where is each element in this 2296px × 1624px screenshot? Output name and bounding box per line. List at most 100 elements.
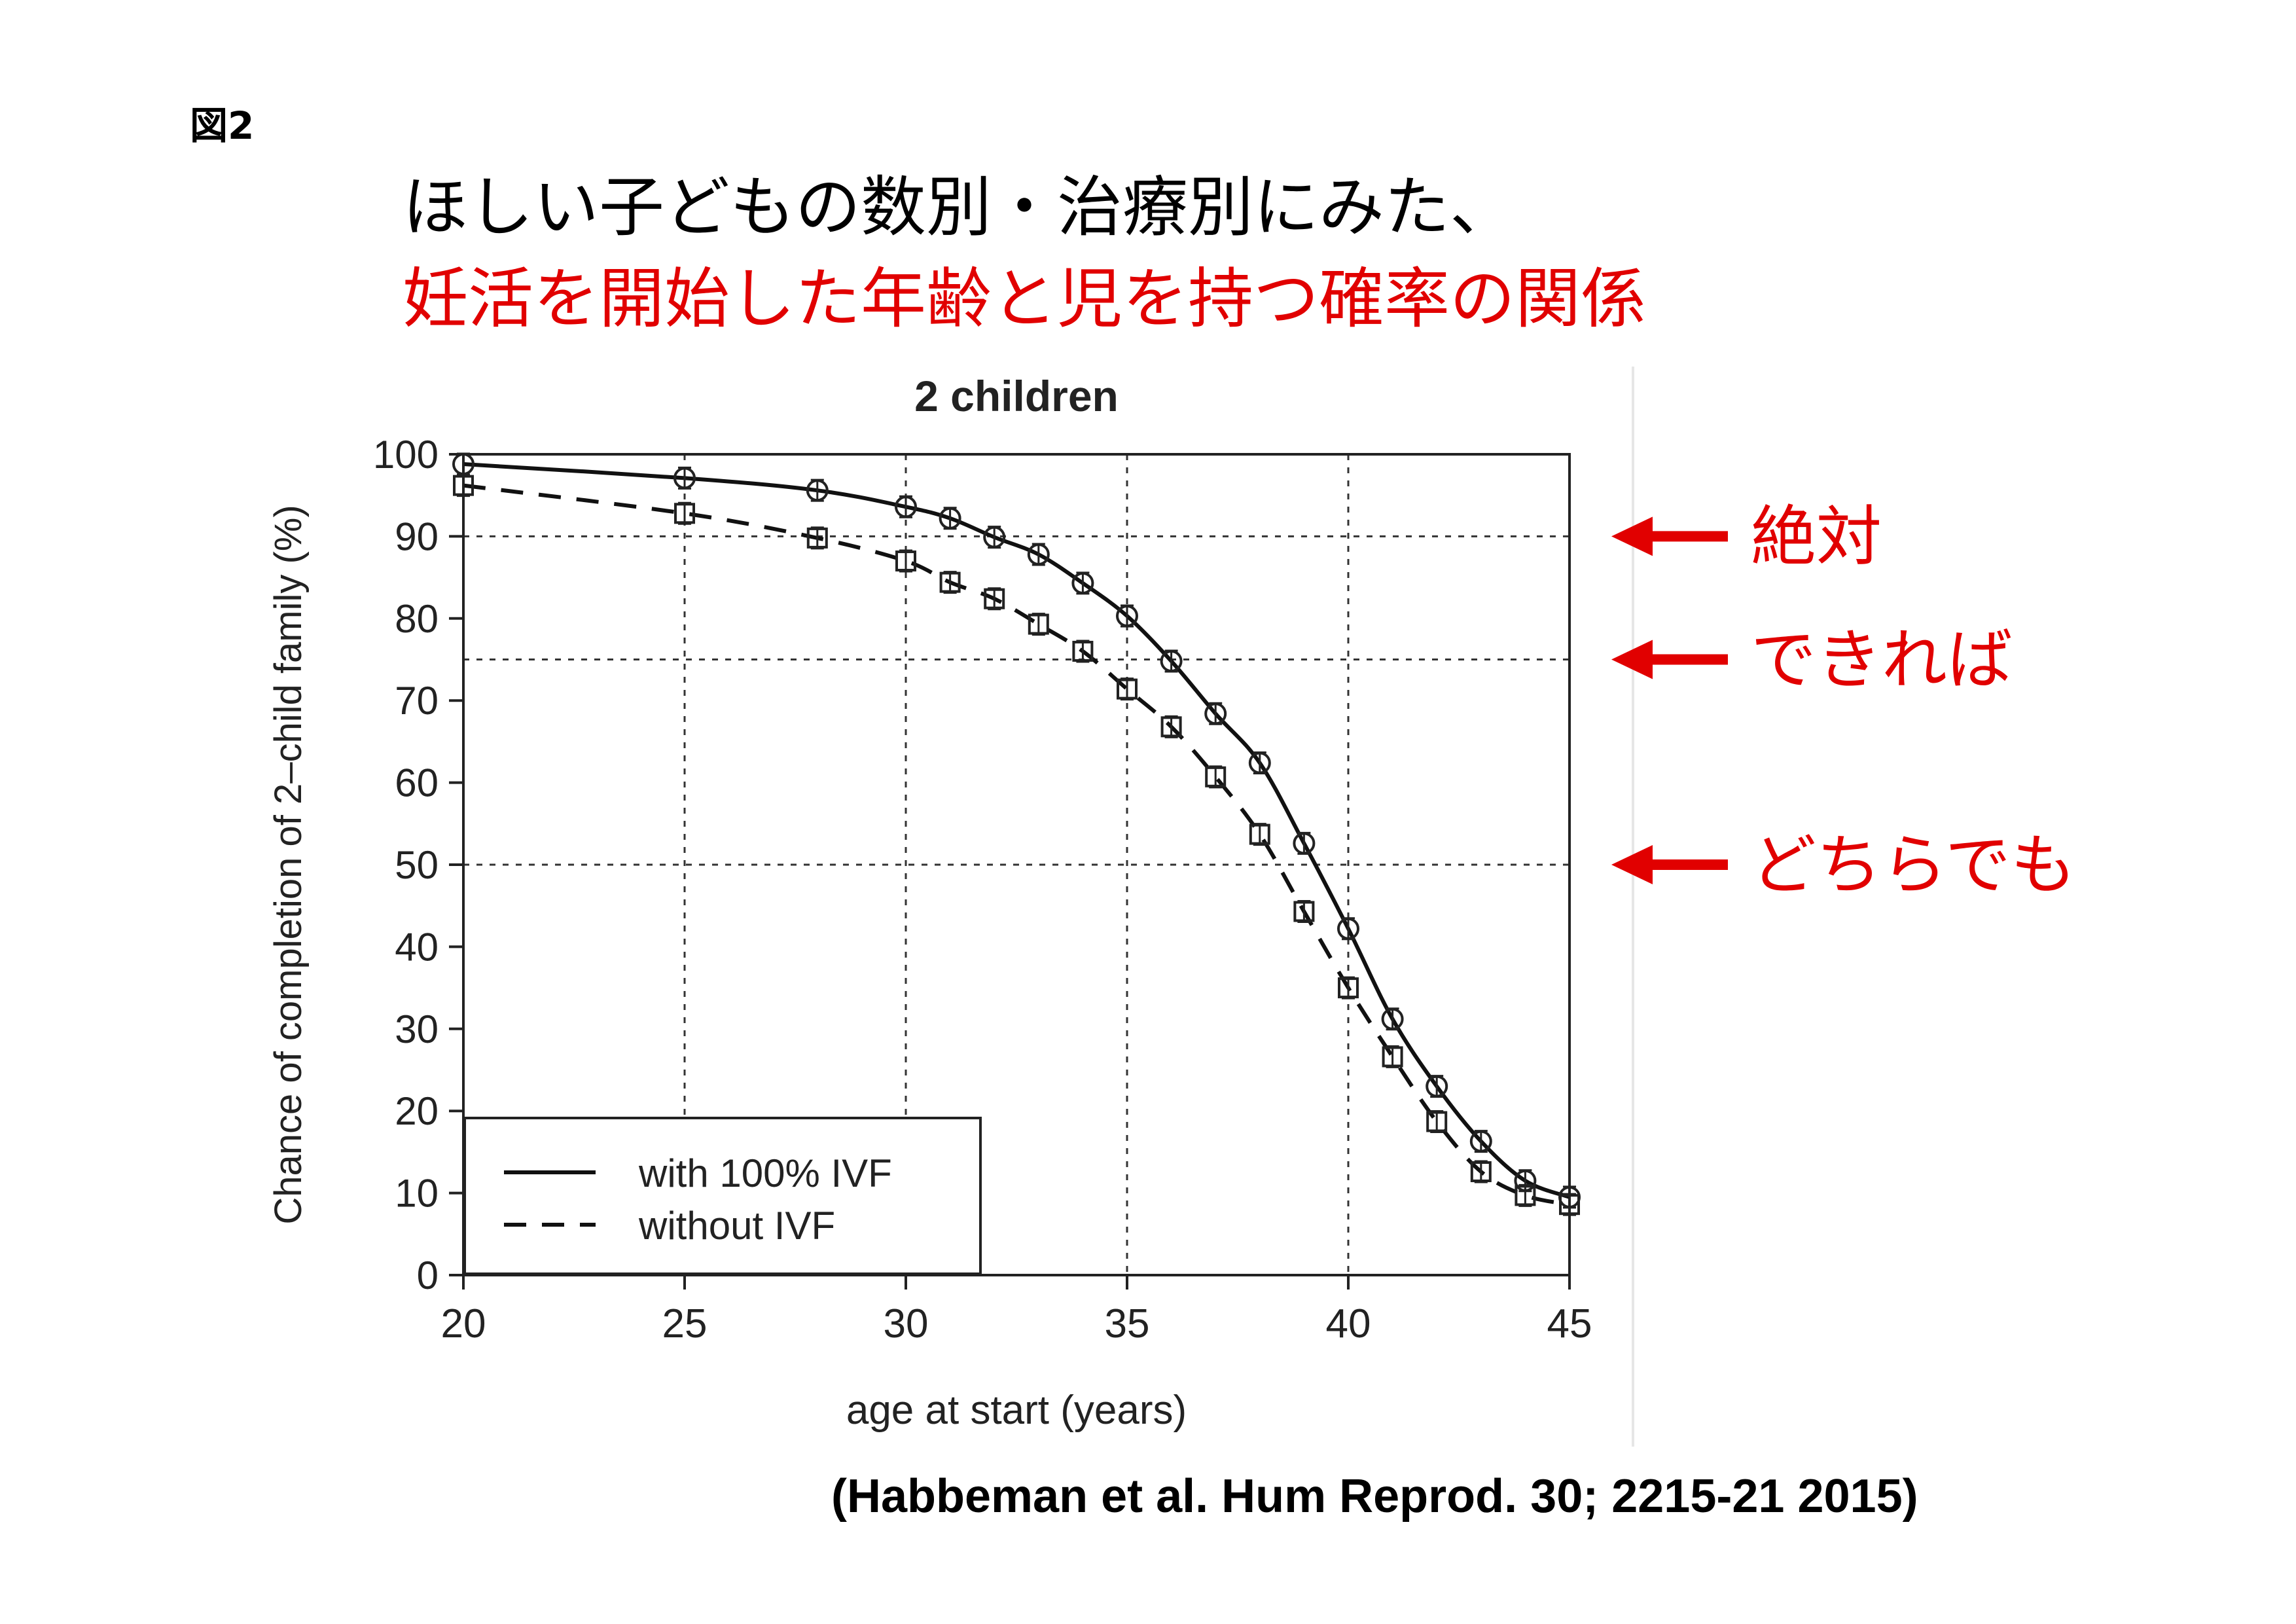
data-point-without-ivf-40 [1338,976,1359,1000]
annotation-label: 絶対 [1751,498,1882,575]
data-point-without-ivf-31 [939,571,961,594]
data-point-without-ivf-36 [1160,715,1182,738]
marker-square [1515,1185,1536,1206]
arrow-head-icon [1611,640,1653,679]
x-tick-label-40: 40 [1326,1301,1371,1346]
y-axis-label: Chance of completion of 2–child family (… [267,505,310,1224]
y-tick-label-40: 40 [395,925,439,969]
data-point-without-ivf-42 [1426,1110,1448,1134]
data-point-without-ivf-44 [1515,1183,1536,1207]
marker-circle [1381,1007,1404,1030]
y-tick-label-20: 20 [395,1089,439,1133]
marker-circle [895,496,917,518]
annotation-1: できれば [1611,622,2013,698]
annotation-label: どちらでも [1751,827,2076,903]
data-point-without-ivf-28 [806,526,828,550]
marker-square [1470,1161,1492,1182]
marker-square [1028,613,1049,635]
figure-label: 図2 [190,103,255,148]
marker-circle [1469,1130,1492,1153]
marker-circle [1337,917,1359,940]
marker-square [1117,678,1138,700]
data-point-without-ivf-25 [674,501,695,525]
x-tick-label-30: 30 [884,1301,929,1346]
marker-square [895,550,916,572]
y-tick-label-10: 10 [395,1172,439,1216]
x-tick-label-25: 25 [662,1301,708,1346]
data-point-without-ivf-20 [453,474,474,497]
data-point-with-ivf-25 [673,466,696,490]
arrow-head-icon [1611,845,1653,884]
marker-square [453,475,474,496]
marker-circle [1293,832,1316,855]
data-point-with-ivf-28 [806,478,829,502]
data-point-with-ivf-37 [1204,702,1227,725]
y-tick-label-100: 100 [373,433,439,477]
marker-square [1338,977,1359,999]
annotation-label: できれば [1751,622,2013,698]
marker-circle [806,479,829,502]
legend-box [463,1117,982,1275]
y-tick-label-60: 60 [395,761,439,805]
x-tick-label-20: 20 [441,1301,486,1346]
annotation-0: 絶対 [1611,498,1882,575]
marker-circle [673,467,696,490]
marker-circle [939,507,961,530]
marker-square [1072,640,1094,662]
marker-circle [1160,650,1183,673]
marker-circle [1027,543,1050,566]
marker-square [1426,1111,1448,1132]
marker-square [806,527,828,549]
marker-circle [983,526,1006,549]
data-point-with-ivf-30 [895,495,917,518]
legend-label-with-ivf: with 100% IVF [638,1151,892,1195]
y-tick-label-0: 0 [417,1254,439,1297]
y-tick-label-90: 90 [395,514,439,558]
marker-circle [1204,702,1227,725]
data-point-without-ivf-34 [1072,640,1094,663]
arrow-head-icon [1611,516,1653,556]
chart-title: 2 children [914,372,1119,420]
annotation-2: どちらでも [1611,827,2076,903]
y-tick-label-30: 30 [395,1007,439,1051]
x-axis-label: age at start (years) [846,1388,1187,1433]
marker-square [939,571,961,593]
y-tick-label-70: 70 [395,679,439,723]
marker-square [1160,716,1182,738]
data-point-without-ivf-30 [895,549,916,573]
marker-square [674,503,695,524]
data-point-without-ivf-33 [1028,613,1049,636]
page-title-line1: ほしい子どもの数別・治療別にみた、 [403,169,1515,245]
data-point-with-ivf-39 [1293,831,1316,855]
marker-circle [452,453,475,476]
data-point-without-ivf-39 [1293,899,1315,923]
data-point-with-ivf-34 [1071,571,1094,595]
y-tick-label-50: 50 [395,843,439,887]
marker-square [1205,766,1227,787]
legend-label-without-ivf: without IVF [638,1204,835,1248]
page-title-line2: 妊活を開始した年齢と児を持つ確率の関係 [403,261,1646,337]
marker-circle [1248,751,1271,774]
legend: with 100% IVF without IVF [463,1117,982,1275]
data-point-with-ivf-35 [1116,604,1138,628]
marker-square [1559,1194,1580,1216]
marker-square [1293,901,1315,922]
data-point-without-ivf-35 [1117,677,1138,701]
marker-circle [1426,1075,1448,1098]
data-point-with-ivf-38 [1248,751,1271,775]
data-point-with-ivf-33 [1027,543,1050,566]
series-line-with-ivf [463,462,1571,1199]
marker-square [984,588,1005,609]
marker-circle [1116,605,1138,628]
data-point-without-ivf-43 [1470,1160,1492,1183]
x-tick-label-35: 35 [1105,1301,1150,1346]
data-point-with-ivf-43 [1469,1130,1492,1153]
y-tick-label-80: 80 [395,597,439,641]
data-point-with-ivf-42 [1426,1075,1448,1098]
data-point-without-ivf-45 [1559,1193,1580,1216]
marker-circle [1071,571,1094,594]
citation: (Habbeman et al. Hum Reprod. 30; 2215-21… [831,1470,1918,1523]
data-point-with-ivf-40 [1337,917,1359,941]
data-point-with-ivf-41 [1381,1007,1404,1031]
